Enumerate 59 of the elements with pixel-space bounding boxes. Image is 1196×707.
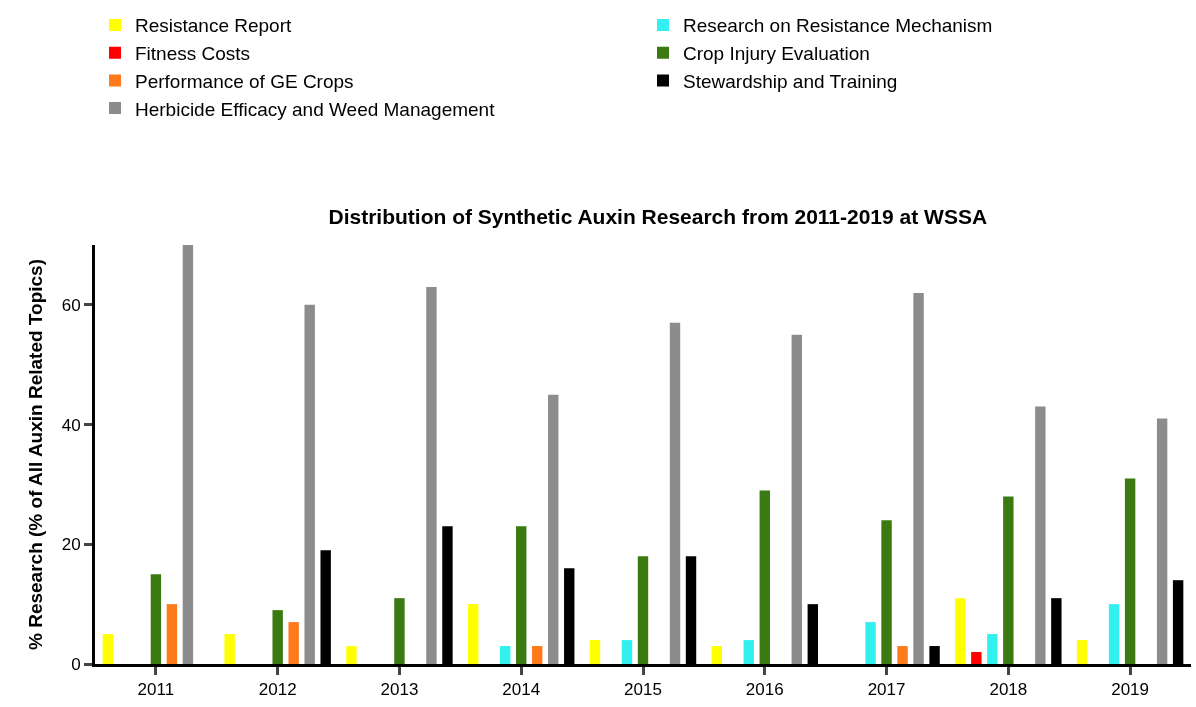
bar <box>346 646 357 664</box>
x-tick-label: 2019 <box>1111 680 1150 700</box>
bar <box>102 634 114 664</box>
legend-label: Research on Resistance Mechanism <box>683 15 993 37</box>
bar <box>881 520 892 664</box>
bar <box>1035 406 1046 664</box>
bar <box>913 292 924 664</box>
bar <box>743 640 754 664</box>
legend-label: Performance of GE Crops <box>135 70 354 92</box>
legend-label: Fitness Costs <box>135 43 251 65</box>
bar <box>288 622 299 664</box>
bar <box>865 622 876 664</box>
bar <box>987 634 998 664</box>
bar <box>304 304 315 664</box>
x-tick-label: 2012 <box>258 680 297 700</box>
bar <box>971 652 982 664</box>
y-tick-label: 40 <box>61 415 81 435</box>
bar <box>1003 496 1014 664</box>
legend-label: Stewardship and Training <box>683 70 898 92</box>
bar <box>955 598 966 664</box>
legend-label: Crop Injury Evaluation <box>683 43 870 65</box>
x-tick-label: 2018 <box>989 680 1028 700</box>
chart-title: Distribution of Synthetic Auxin Research from 2011-2019 at WSSA <box>328 205 988 229</box>
bar <box>1076 640 1088 664</box>
bar <box>637 556 649 664</box>
y-tick-label: 0 <box>71 654 81 674</box>
x-tick-label: 2016 <box>745 680 784 700</box>
bar <box>224 634 235 664</box>
y-tick-label: 20 <box>61 535 81 555</box>
bar <box>548 394 559 664</box>
bar <box>500 646 511 664</box>
bar <box>394 598 405 664</box>
bar <box>791 334 802 664</box>
bar <box>182 245 194 664</box>
bar <box>426 286 437 664</box>
bar <box>897 646 908 664</box>
legend-label: Herbicide Efficacy and Weed Management <box>135 98 496 120</box>
bar <box>150 574 162 664</box>
x-tick-label: 2015 <box>624 680 662 700</box>
bar <box>532 646 543 664</box>
bar <box>711 646 722 664</box>
y-tick-label: 60 <box>61 295 81 315</box>
bar <box>669 322 681 664</box>
bar <box>589 640 601 664</box>
bar <box>759 490 770 664</box>
bar <box>516 526 527 664</box>
bar <box>272 610 283 664</box>
bar <box>1124 478 1136 664</box>
x-tick-label: 2013 <box>380 680 419 700</box>
x-tick-label: 2017 <box>867 680 906 700</box>
bar <box>1108 604 1120 664</box>
y-axis-title: % Research (% of All Auxin Related Topics) <box>24 259 46 650</box>
bar <box>468 604 479 664</box>
bar <box>621 640 633 664</box>
bar <box>1156 418 1168 664</box>
x-tick-label: 2014 <box>502 680 541 700</box>
x-tick-label: 2011 <box>137 680 175 700</box>
legend-label: Resistance Report <box>135 15 293 37</box>
bar <box>166 604 178 664</box>
